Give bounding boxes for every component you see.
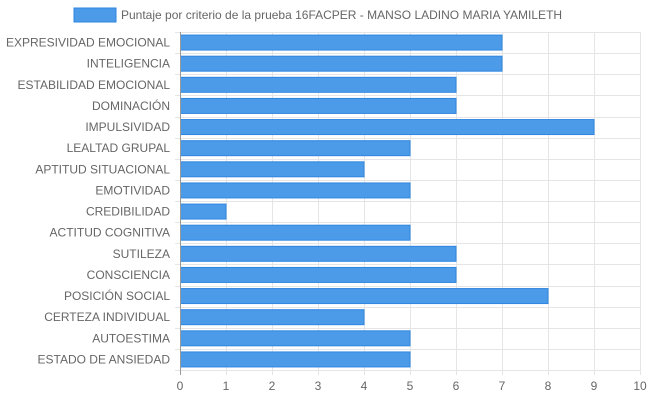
category-label: DOMINACIÓN	[92, 98, 170, 113]
bar[interactable]	[180, 309, 365, 326]
x-tick-label: 7	[499, 379, 506, 393]
x-tick-label: 6	[453, 379, 460, 393]
x-tick-label: 9	[591, 379, 598, 393]
bar[interactable]	[180, 330, 411, 347]
category-label: CONSCIENCIA	[87, 268, 170, 282]
x-tick-label: 2	[269, 379, 276, 393]
category-label: APTITUD SITUACIONAL	[35, 162, 170, 176]
bar[interactable]	[180, 76, 457, 93]
category-label: CREDIBILIDAD	[86, 205, 170, 219]
x-tick-labels: 0 1 2 3 4 5 6 7 8 9 10	[177, 379, 647, 393]
legend-swatch	[73, 7, 117, 23]
legend[interactable]: Puntaje por criterio de la prueba 16FACP…	[73, 7, 562, 23]
category-label: AUTOESTIMA	[92, 331, 170, 345]
category-label: ACTITUD COGNITIVA	[50, 226, 170, 240]
x-tick-label: 10	[633, 379, 647, 393]
bars	[180, 34, 595, 368]
bar[interactable]	[180, 97, 457, 114]
x-tick-label: 3	[315, 379, 322, 393]
bar[interactable]	[180, 203, 227, 220]
category-label: EMOTIVIDAD	[95, 183, 170, 197]
bar[interactable]	[180, 224, 411, 241]
bar[interactable]	[180, 161, 365, 178]
category-label: EXPRESIVIDAD EMOCIONAL	[6, 36, 170, 50]
x-tick-label: 4	[361, 379, 368, 393]
legend-label: Puntaje por criterio de la prueba 16FACP…	[121, 8, 562, 22]
x-tick-label: 1	[223, 379, 230, 393]
bar[interactable]	[180, 119, 595, 136]
category-label: ESTADO DE ANSIEDAD	[38, 352, 171, 366]
category-label: ESTABILIDAD EMOCIONAL	[18, 78, 171, 92]
x-tick-label: 0	[177, 379, 184, 393]
x-tick-label: 5	[407, 379, 414, 393]
x-tick-label: 8	[545, 379, 552, 393]
category-label: LEALTAD GRUPAL	[67, 141, 171, 155]
category-label: POSICIÓN SOCIAL	[64, 288, 170, 303]
bar[interactable]	[180, 288, 549, 305]
category-label: INTELIGENCIA	[87, 57, 170, 71]
bar[interactable]	[180, 351, 411, 368]
category-labels: EXPRESIVIDAD EMOCIONAL INTELIGENCIA ESTABI…	[6, 36, 170, 367]
bar[interactable]	[180, 245, 457, 262]
bar[interactable]	[180, 182, 411, 199]
category-label: IMPULSIVIDAD	[85, 120, 170, 134]
bar[interactable]	[180, 55, 503, 72]
bar[interactable]	[180, 140, 411, 157]
bar[interactable]	[180, 266, 457, 283]
category-label: CERTEZA INDIVIDUAL	[44, 310, 170, 324]
category-label: SUTILEZA	[113, 247, 170, 261]
bar[interactable]	[180, 34, 503, 51]
